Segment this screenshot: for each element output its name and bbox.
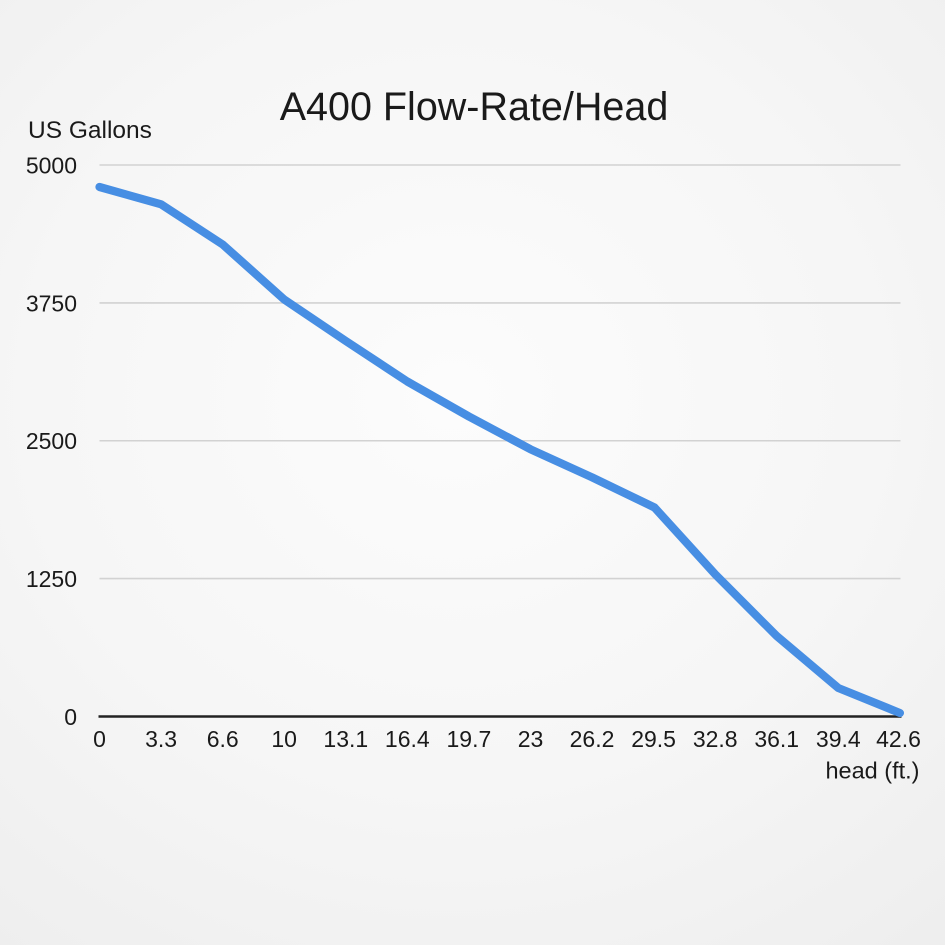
svg-text:10: 10 [271,726,297,752]
svg-text:2500: 2500 [26,428,77,454]
svg-text:5000: 5000 [26,152,77,178]
svg-text:23: 23 [518,726,544,752]
svg-text:26.2: 26.2 [570,726,615,752]
svg-text:3.3: 3.3 [145,726,177,752]
svg-text:0: 0 [93,726,106,752]
svg-text:29.5: 29.5 [631,726,676,752]
svg-text:3750: 3750 [26,290,77,316]
svg-text:0: 0 [64,704,77,730]
svg-text:19.7: 19.7 [447,726,492,752]
svg-text:16.4: 16.4 [385,726,430,752]
svg-text:42.6: 42.6 [876,726,921,752]
svg-text:36.1: 36.1 [754,726,799,752]
svg-text:1250: 1250 [26,566,77,592]
svg-text:6.6: 6.6 [207,726,239,752]
svg-text:13.1: 13.1 [323,726,368,752]
svg-text:head (ft.): head (ft.) [825,758,919,784]
svg-text:A400 Flow-Rate/Head: A400 Flow-Rate/Head [280,85,669,129]
svg-text:39.4: 39.4 [816,726,861,752]
svg-text:32.8: 32.8 [693,726,738,752]
svg-text:US Gallons: US Gallons [28,117,152,144]
